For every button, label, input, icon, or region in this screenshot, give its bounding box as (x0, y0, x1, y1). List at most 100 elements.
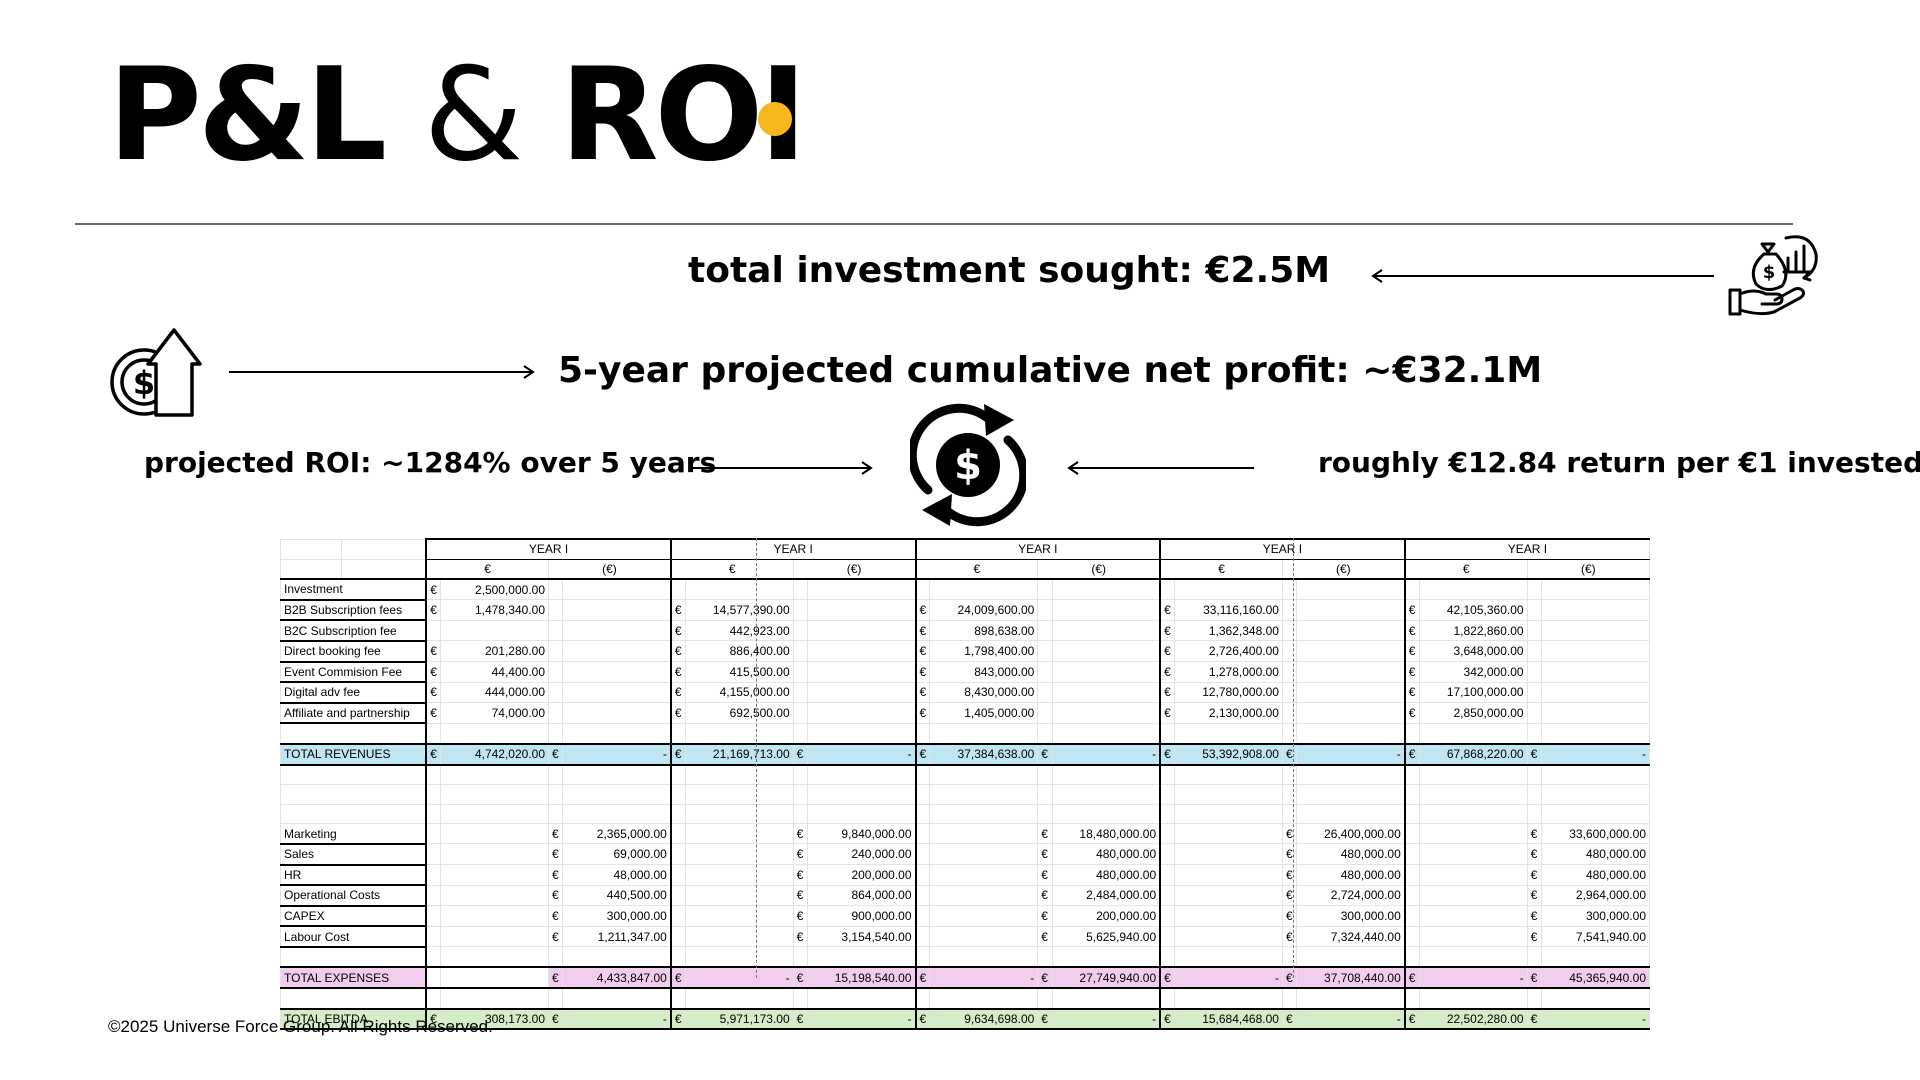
empty-cell (1173, 764, 1283, 786)
currency-symbol: € (792, 864, 808, 886)
currency-symbol: € (1403, 681, 1420, 704)
empty-cell (548, 722, 564, 745)
empty-cell (1296, 681, 1406, 704)
currency-symbol: € (914, 661, 931, 683)
row-label: Event Commision Fee (280, 661, 428, 684)
currency-symbol: € (792, 966, 808, 990)
empty-cell (1296, 803, 1406, 825)
expense-value: 300,000.00 (1540, 905, 1651, 927)
currency-symbol: € (548, 925, 564, 948)
empty-cell (684, 884, 794, 907)
empty-cell (792, 681, 808, 704)
currency-symbol: € (914, 966, 931, 990)
empty-cell (1173, 843, 1283, 865)
empty-cell (792, 722, 808, 745)
empty-cell (1526, 619, 1542, 642)
expense-value: 3,154,540.00 (806, 925, 917, 948)
dash-value: - (929, 966, 1039, 990)
empty-cell (562, 661, 672, 683)
empty-cell (1051, 702, 1161, 724)
col-header-eur-neg: (€) (548, 558, 672, 581)
expense-row: Operational Costs €440,500.00 €864,000.00 €… (280, 884, 1651, 907)
empty-cell (1403, 784, 1420, 805)
empty-cell (669, 946, 686, 968)
currency-symbol: € (1159, 599, 1175, 621)
empty-cell (1037, 946, 1053, 968)
currency-symbol: € (1037, 966, 1053, 990)
empty-cell (806, 803, 917, 825)
currency-symbol: € (1037, 742, 1053, 766)
empty-cell (341, 558, 427, 581)
empty-cell (1403, 823, 1420, 845)
revenue-row: Investment €2,500,000.00 (280, 578, 1651, 601)
expense-value: 480,000.00 (1051, 864, 1161, 886)
expense-value: 2,484,000.00 (1051, 884, 1161, 907)
empty-cell (1159, 803, 1175, 825)
currency-symbol: € (1526, 823, 1542, 845)
empty-cell (792, 661, 808, 683)
row-label: Operational Costs (280, 884, 428, 907)
currency-symbol: € (1281, 1007, 1298, 1031)
empty-cell (684, 823, 794, 845)
empty-cell (279, 558, 343, 581)
empty-cell (929, 764, 1039, 786)
col-header-eur: € (1159, 558, 1283, 581)
col-header-eur-neg: (€) (1526, 558, 1651, 581)
currency-symbol: € (1159, 640, 1175, 663)
total-value: 27,749,940.00 (1051, 966, 1161, 990)
empty-cell (1281, 681, 1298, 704)
currency-symbol: € (1403, 640, 1420, 663)
revenue-value: 1,798,400.00 (929, 640, 1039, 663)
row-label: HR (280, 864, 428, 887)
svg-text:$: $ (1763, 262, 1776, 283)
revenue-value: 692,500.00 (684, 702, 794, 724)
currency-symbol: € (548, 905, 564, 927)
currency-symbol: € (669, 619, 686, 642)
currency-symbol: € (1037, 843, 1053, 865)
year-header-row: YEAR I YEAR I YEAR I YEAR I YEAR I (279, 537, 1650, 560)
empty-cell (439, 823, 550, 845)
expense-value: 900,000.00 (806, 905, 917, 927)
revenue-value: 2,850,000.00 (1418, 702, 1528, 724)
expense-value: 480,000.00 (1051, 843, 1161, 865)
empty-cell (1526, 578, 1542, 601)
empty-cell (1296, 946, 1406, 968)
currency-symbol: € (1037, 884, 1053, 907)
total-value: 4,742,020.00 (439, 742, 550, 766)
row-label: B2C Subscription fee (280, 619, 428, 642)
currency-symbol: € (792, 823, 808, 845)
empty-cell (1296, 619, 1406, 642)
expense-row: HR €48,000.00 €200,000.00 €480,000.00 €480,0… (280, 864, 1651, 887)
empty-cell (279, 538, 343, 560)
empty-cell (1526, 946, 1542, 968)
currency-symbol: € (914, 1007, 931, 1031)
empty-cell (806, 722, 917, 745)
currency-symbol: € (669, 599, 686, 621)
currency-symbol: € (1526, 884, 1542, 907)
currency-symbol: € (1159, 742, 1175, 766)
empty-cell (1526, 681, 1542, 704)
dash-value: - (562, 742, 672, 766)
expense-value: 300,000.00 (1296, 905, 1406, 927)
expense-value: 480,000.00 (1296, 864, 1406, 886)
empty-cell (562, 946, 672, 968)
empty-cell (1540, 784, 1651, 805)
empty-cell (1051, 599, 1161, 621)
empty-cell (1418, 946, 1528, 968)
currency-symbol: € (1037, 823, 1053, 845)
total-value: 9,634,698.00 (929, 1007, 1039, 1031)
empty-cell (914, 764, 931, 786)
empty-cell (1418, 905, 1528, 927)
empty-cell (548, 764, 564, 786)
expense-value: 480,000.00 (1296, 843, 1406, 865)
revenue-row: B2B Subscription fees €1,478,340.00 €14,57… (280, 599, 1651, 622)
empty-cell (439, 784, 550, 805)
currency-symbol: € (669, 661, 686, 683)
revenue-value: 8,430,000.00 (929, 681, 1039, 704)
empty-cell (548, 803, 564, 825)
dash-value: - (1173, 966, 1283, 990)
empty-cell (1037, 599, 1053, 621)
revenue-value: 4,155,000.00 (684, 681, 794, 704)
currency-symbol: € (914, 742, 931, 766)
currency-symbol: € (1159, 1007, 1175, 1031)
